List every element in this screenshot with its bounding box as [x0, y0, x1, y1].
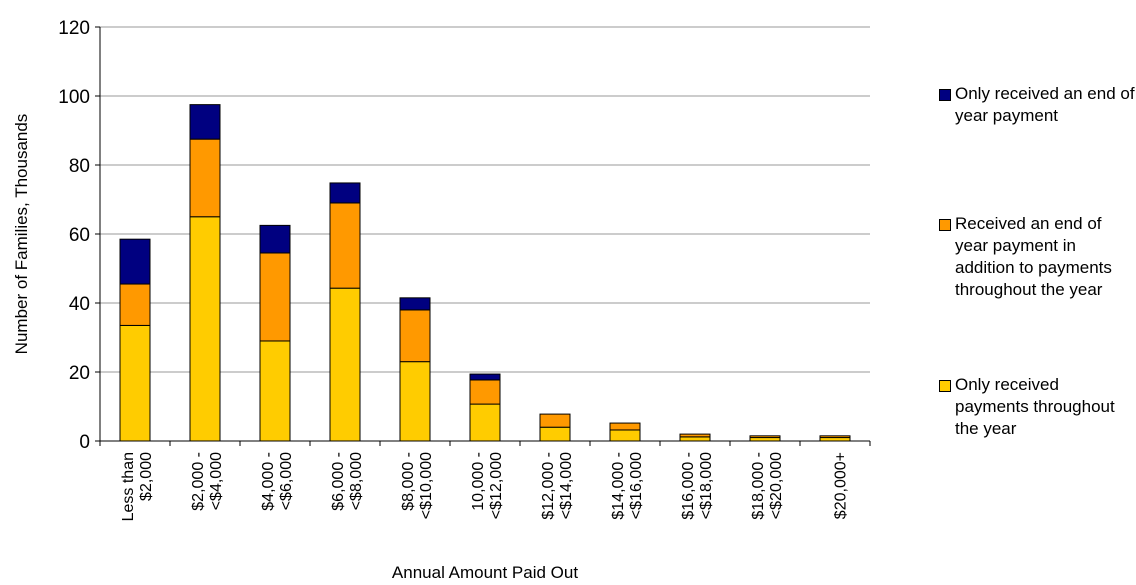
- bar-segment: [819, 435, 851, 439]
- bar-segment: [119, 238, 151, 285]
- bar-segment: [679, 433, 711, 438]
- bar-segment: [399, 309, 431, 363]
- x-tick-label: $4,000 -<$6,000: [260, 452, 295, 511]
- legend-swatch: [939, 89, 951, 101]
- y-tick-label: 40: [69, 294, 90, 315]
- bar-segment: [679, 436, 711, 442]
- x-tick-label: $14,000 -<$16,000: [610, 452, 645, 520]
- y-tick-label: 0: [79, 432, 90, 453]
- bar-segment: [259, 224, 291, 254]
- y-tick-label: 120: [58, 18, 90, 39]
- bar-segment: [329, 202, 361, 289]
- bar-segment: [329, 182, 361, 204]
- legend-label: Only received payments throughout the ye…: [955, 375, 1115, 438]
- x-tick-label: $8,000 -<$10,000: [400, 452, 435, 519]
- y-tick-label: 60: [69, 225, 90, 246]
- x-tick-label: $16,000 -<$18,000: [680, 452, 715, 520]
- bar-segment: [539, 426, 571, 442]
- legend-item: Only received an end of year payment: [939, 83, 1135, 127]
- bar-segment: [749, 437, 781, 442]
- bar-segment: [469, 403, 501, 442]
- bar-segment: [609, 422, 641, 431]
- x-tick-label: 10,000 -<$12,000: [470, 452, 505, 519]
- x-tick-label: $6,000 -<$8,000: [330, 452, 365, 511]
- legend-item: Received an end of year payment in addit…: [939, 213, 1135, 301]
- bar-segment: [539, 413, 571, 428]
- x-tick-label: $12,000 -<$14,000: [540, 452, 575, 520]
- bar-segment: [469, 373, 501, 381]
- x-tick-label: $18,000 -<$20,000: [750, 452, 785, 520]
- y-tick-label: 100: [58, 87, 90, 108]
- y-tick-label: 20: [69, 363, 90, 384]
- bar-segment: [259, 340, 291, 442]
- legend-label: Only received an end of year payment: [955, 84, 1135, 125]
- legend-swatch: [939, 380, 951, 392]
- bar-segment: [329, 287, 361, 442]
- x-tick-label: $20,000+: [833, 452, 850, 519]
- bar-segment: [119, 283, 151, 326]
- bar-segment: [399, 361, 431, 442]
- bar-segment: [119, 324, 151, 442]
- bar-segment: [609, 429, 641, 442]
- bar-segment: [399, 297, 431, 311]
- legend-item: Only received payments throughout the ye…: [939, 374, 1135, 440]
- x-tick-label: Less than$2,000: [120, 452, 155, 521]
- x-axis-title: Annual Amount Paid Out: [392, 563, 578, 582]
- bar-segment: [749, 435, 781, 439]
- legend-swatch: [939, 219, 951, 231]
- bar-segment: [189, 104, 221, 140]
- y-tick-label: 80: [69, 156, 90, 177]
- y-axis-title: Number of Families, Thousands: [12, 114, 31, 355]
- bar-segment: [819, 437, 851, 442]
- legend-label: Received an end of year payment in addit…: [955, 214, 1112, 299]
- bar-segment: [259, 252, 291, 342]
- bar-segment: [189, 216, 221, 442]
- bar-segment: [469, 379, 501, 405]
- bar-segment: [189, 138, 221, 218]
- x-tick-label: $2,000 -<$4,000: [190, 452, 225, 511]
